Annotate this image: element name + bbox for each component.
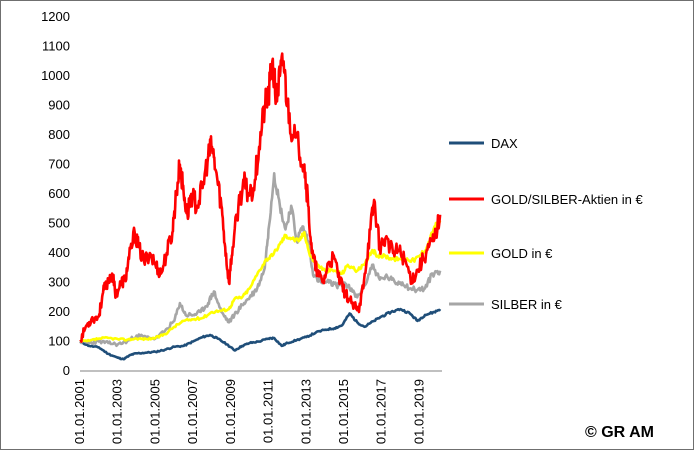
x-tick-label: 01.01.2009 <box>223 379 238 444</box>
legend-label-gold-silver-stocks: GOLD/SILBER-Aktien in € <box>491 192 643 207</box>
x-tick-label: 01.01.2015 <box>336 379 351 444</box>
copyright-text: © GR AM <box>585 424 654 441</box>
y-tick-label: 400 <box>48 245 70 260</box>
x-tick-label: 01.01.2007 <box>185 379 200 444</box>
x-tick-label: 01.01.2017 <box>374 379 389 444</box>
y-axis-ticks: 0 100 200 300 400 500 600 700 800 900 1000 1100 1200 <box>41 9 70 378</box>
legend-label-silver: SILBER in € <box>491 297 563 312</box>
y-tick-label: 800 <box>48 127 70 142</box>
legend-label-gold: GOLD in € <box>491 246 553 261</box>
y-tick-label: 300 <box>48 275 70 290</box>
legend: DAX GOLD/SILBER-Aktien in € GOLD in € SILBE… <box>449 136 643 312</box>
y-tick-label: 200 <box>48 304 70 319</box>
series-line-gold-silver-stocks <box>79 52 442 343</box>
y-tick-label: 500 <box>48 216 70 231</box>
y-tick-label: 1200 <box>41 9 70 24</box>
y-tick-label: 1100 <box>42 39 70 54</box>
series-line-dax <box>79 307 442 361</box>
y-tick-label: 100 <box>48 334 70 349</box>
x-tick-label: 01.01.2001 <box>72 379 87 444</box>
x-tick-label: 01.01.2013 <box>298 379 313 444</box>
y-tick-label: 700 <box>48 157 70 172</box>
y-tick-label: 600 <box>48 186 70 201</box>
y-tick-label: 0 <box>63 363 70 378</box>
y-tick-label: 900 <box>48 98 70 113</box>
series-lines <box>78 52 442 361</box>
legend-label-dax: DAX <box>491 136 518 151</box>
y-tick-label: 1000 <box>41 68 70 83</box>
series-line-gold <box>79 220 442 343</box>
x-tick-label: 01.01.2005 <box>147 379 162 444</box>
x-tick-label: 01.01.2019 <box>411 379 426 444</box>
x-tick-label: 01.01.2003 <box>110 379 125 444</box>
x-axis-ticks: 01.01.2001 01.01.2003 01.01.2005 01.01.2007… <box>72 379 426 444</box>
x-tick-label: 01.01.2011 <box>261 379 276 443</box>
